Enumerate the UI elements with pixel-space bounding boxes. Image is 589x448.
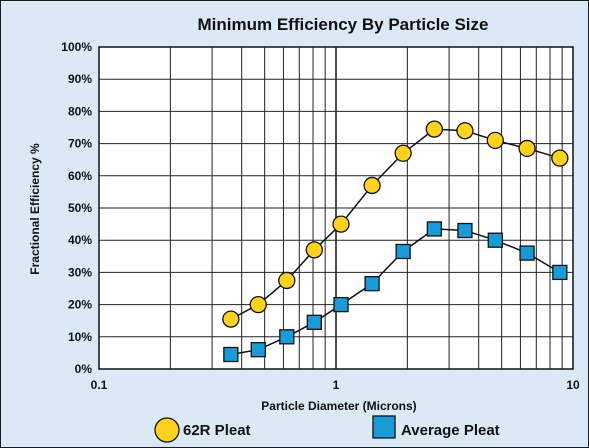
data-point [306, 314, 322, 330]
data-point [364, 276, 380, 292]
data-point [551, 149, 569, 167]
data-point [425, 120, 443, 138]
data-point [519, 245, 535, 261]
grid [99, 47, 573, 369]
y-tick-label: 10% [68, 330, 92, 344]
data-point [305, 241, 323, 259]
x-tick-label: 10 [566, 378, 580, 392]
data-point [486, 131, 504, 150]
legend-label: Average Pleat [401, 422, 500, 439]
data-point [552, 264, 568, 281]
data-point [457, 222, 473, 239]
legend: 62R Pleat Average Pleat [154, 415, 500, 443]
data-point [456, 122, 474, 140]
y-tick-label: 90% [68, 72, 92, 86]
data-point [279, 329, 295, 345]
x-axis-label: Particle Diameter (Microns) [261, 399, 416, 413]
y-tick-label: 60% [68, 169, 92, 183]
data-point [395, 243, 411, 260]
y-tick-label: 70% [68, 137, 92, 151]
data-point [394, 144, 412, 162]
chart-title: Minimum Efficiency By Particle Size [198, 15, 489, 34]
legend-circle-marker [154, 417, 180, 443]
y-axis-label: Fractional Efficiency % [28, 143, 42, 275]
series-markers [222, 120, 569, 363]
data-point [222, 310, 240, 328]
y-tick-labels: 0% 10% 20% 30% 40% 50% 60% 70% 80% 90% 100% [61, 40, 92, 376]
y-tick-label: 40% [68, 233, 92, 247]
data-point [487, 232, 503, 248]
data-point [333, 296, 349, 313]
legend-label: 62R Pleat [183, 422, 251, 439]
data-point [223, 346, 239, 363]
y-tick-label: 0% [75, 362, 93, 376]
y-tick-label: 100% [61, 40, 92, 54]
data-point [518, 139, 536, 158]
y-tick-label: 20% [68, 298, 92, 312]
legend-square-marker [372, 415, 396, 439]
y-tick-label: 50% [68, 201, 92, 215]
data-point [250, 342, 266, 358]
data-point [278, 271, 296, 290]
data-point [426, 221, 442, 237]
data-point [363, 176, 381, 195]
data-point [249, 295, 267, 314]
data-point [332, 215, 350, 233]
x-tick-labels: 0.1 1 10 [91, 378, 580, 392]
y-tick-label: 30% [68, 265, 92, 279]
x-tick-label: 0.1 [91, 378, 108, 392]
y-tick-label: 80% [68, 104, 92, 118]
x-tick-label: 1 [333, 378, 340, 392]
